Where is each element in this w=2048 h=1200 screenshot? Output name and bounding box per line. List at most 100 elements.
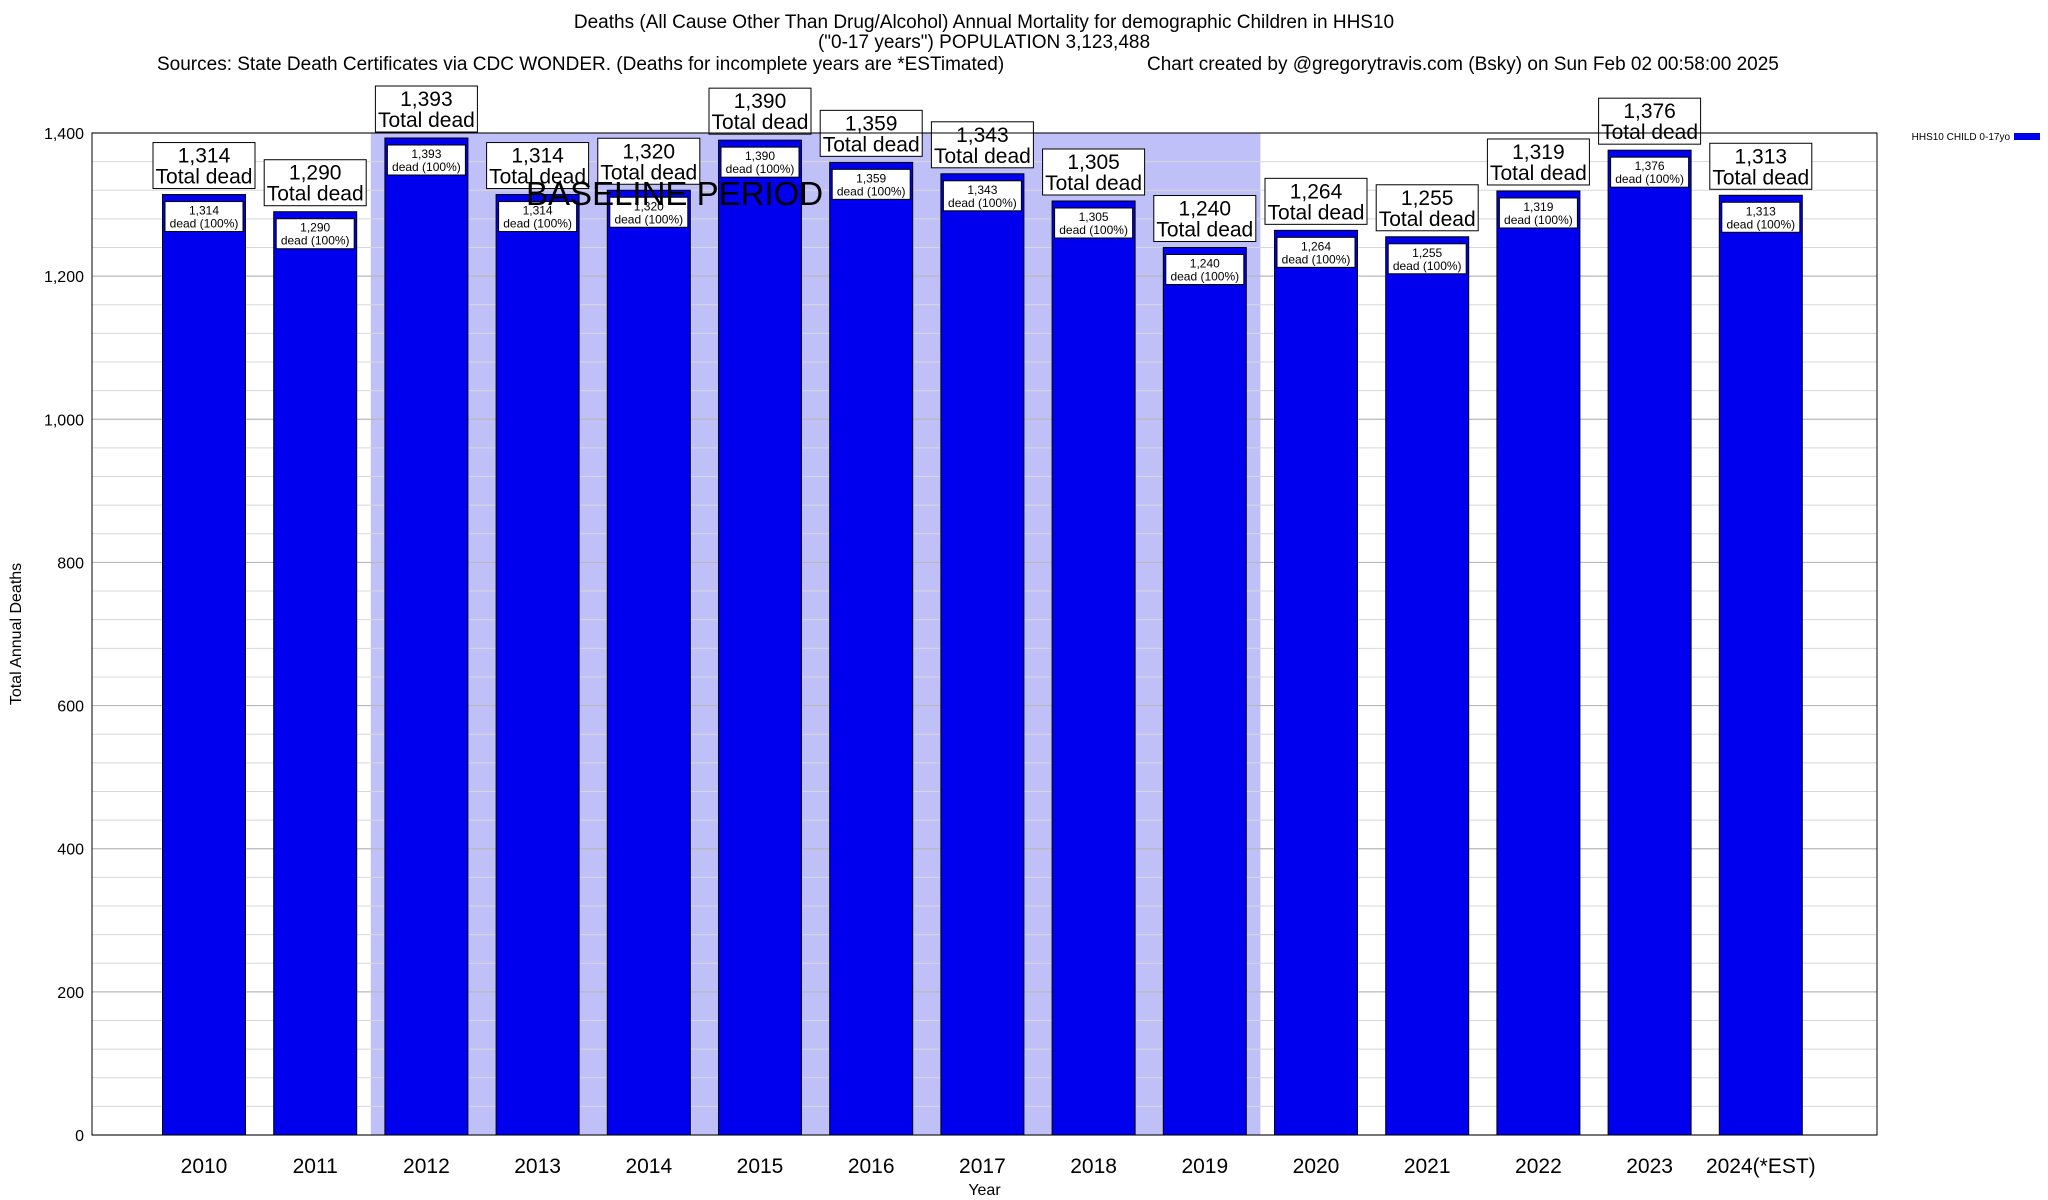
total-label-box bbox=[152, 142, 256, 190]
x-tick-label: 2015 bbox=[737, 1155, 784, 1178]
inner-value-label: 1,240 bbox=[1190, 257, 1220, 271]
total-label-box bbox=[1042, 148, 1146, 196]
x-tick-label: 2016 bbox=[848, 1155, 895, 1178]
inner-percent-label: dead (100%) bbox=[837, 184, 906, 198]
inner-percent-label: dead (100%) bbox=[170, 217, 239, 231]
inner-label-box bbox=[1276, 236, 1356, 268]
inner-percent-label: dead (100%) bbox=[392, 160, 461, 174]
y-tick-label: 1,000 bbox=[44, 412, 84, 429]
total-value-label: 1,313 bbox=[1735, 145, 1788, 168]
inner-percent-label: dead (100%) bbox=[948, 196, 1017, 210]
inner-value-label: 1,320 bbox=[634, 199, 664, 213]
inner-value-label: 1,314 bbox=[523, 204, 553, 218]
total-suffix-label: Total dead bbox=[267, 183, 364, 206]
total-value-label: 1,305 bbox=[1067, 151, 1120, 174]
total-label-box bbox=[486, 142, 590, 190]
x-tick-label: 2022 bbox=[1515, 1155, 1562, 1178]
y-axis-title: Total Annual Deaths bbox=[8, 563, 25, 705]
total-value-label: 1,314 bbox=[178, 145, 231, 168]
inner-value-label: 1,255 bbox=[1412, 246, 1442, 260]
x-tick-label: 2019 bbox=[1181, 1155, 1228, 1178]
inner-label-box bbox=[164, 201, 244, 233]
inner-percent-label: dead (100%) bbox=[1059, 223, 1128, 237]
inner-label-box bbox=[942, 180, 1022, 212]
legend-label: HHS10 CHILD 0-17yo bbox=[1912, 132, 2011, 143]
baseline-period-label: BASELINE PERIOD bbox=[526, 175, 823, 212]
x-tick-label: 2021 bbox=[1404, 1155, 1451, 1178]
chart-title: Deaths (All Cause Other Than Drug/Alcoho… bbox=[573, 12, 1395, 33]
x-tick-label: 2011 bbox=[293, 1155, 338, 1178]
inner-percent-label: dead (100%) bbox=[1170, 270, 1239, 284]
total-suffix-label: Total dead bbox=[1379, 208, 1476, 231]
y-tick-label: 800 bbox=[57, 555, 84, 572]
total-suffix-label: Total dead bbox=[489, 166, 586, 189]
x-tick-label: 2023 bbox=[1626, 1155, 1673, 1178]
inner-percent-label: dead (100%) bbox=[1282, 252, 1351, 266]
total-suffix-label: Total dead bbox=[378, 109, 475, 132]
inner-label-box bbox=[1610, 156, 1690, 188]
inner-value-label: 1,264 bbox=[1301, 239, 1331, 253]
total-label-box bbox=[1153, 195, 1257, 243]
total-suffix-label: Total dead bbox=[934, 145, 1031, 168]
x-tick-label: 2010 bbox=[181, 1155, 228, 1178]
inner-value-label: 1,290 bbox=[300, 221, 330, 235]
y-tick-label: 1,400 bbox=[44, 126, 84, 143]
total-suffix-label: Total dead bbox=[1045, 172, 1142, 195]
total-value-label: 1,264 bbox=[1290, 180, 1343, 203]
y-tick-label: 400 bbox=[57, 842, 84, 859]
total-label-box bbox=[1709, 142, 1813, 190]
x-tick-label: 2014 bbox=[625, 1155, 672, 1178]
bar bbox=[1607, 149, 1692, 1136]
total-label-box bbox=[1598, 97, 1702, 145]
total-suffix-label: Total dead bbox=[1490, 162, 1587, 185]
y-tick-label: 1,200 bbox=[44, 269, 84, 286]
total-value-label: 1,320 bbox=[623, 140, 676, 163]
total-label-box bbox=[1486, 138, 1590, 186]
inner-percent-label: dead (100%) bbox=[281, 234, 350, 248]
y-tick-label: 0 bbox=[75, 1128, 84, 1145]
bar bbox=[1051, 200, 1136, 1136]
total-value-label: 1,290 bbox=[289, 162, 342, 185]
bar bbox=[1162, 247, 1247, 1136]
total-label-box bbox=[930, 121, 1034, 169]
x-tick-label: 2013 bbox=[514, 1155, 561, 1178]
bar bbox=[495, 194, 580, 1136]
total-suffix-label: Total dead bbox=[1712, 166, 1809, 189]
total-value-label: 1,359 bbox=[845, 112, 898, 135]
inner-label-box bbox=[1498, 197, 1578, 229]
total-label-box bbox=[263, 159, 367, 207]
bar bbox=[1496, 190, 1581, 1136]
inner-label-box bbox=[1387, 243, 1467, 275]
x-tick-label: 2012 bbox=[403, 1155, 450, 1178]
bar bbox=[606, 189, 691, 1136]
inner-label-box bbox=[831, 168, 911, 200]
plot-frame bbox=[91, 132, 1878, 1136]
total-value-label: 1,376 bbox=[1623, 100, 1676, 123]
bar bbox=[718, 139, 802, 1136]
total-value-label: 1,240 bbox=[1179, 198, 1232, 221]
bar bbox=[1718, 194, 1803, 1136]
inner-label-box bbox=[1165, 254, 1245, 286]
inner-label-box bbox=[275, 218, 355, 250]
total-value-label: 1,314 bbox=[511, 145, 564, 168]
legend-swatch bbox=[2014, 133, 2040, 140]
total-suffix-label: Total dead bbox=[823, 133, 920, 156]
inner-label-box bbox=[498, 201, 578, 233]
inner-label-box bbox=[609, 196, 689, 228]
bar bbox=[162, 194, 246, 1136]
inner-label-box bbox=[720, 146, 800, 178]
inner-label-box bbox=[1721, 201, 1801, 233]
inner-value-label: 1,376 bbox=[1635, 159, 1665, 173]
y-tick-label: 600 bbox=[57, 699, 84, 716]
inner-percent-label: dead (100%) bbox=[1615, 172, 1684, 186]
total-label-box bbox=[708, 87, 812, 135]
total-label-box bbox=[597, 137, 701, 185]
inner-value-label: 1,305 bbox=[1079, 210, 1109, 224]
total-label-box bbox=[374, 85, 478, 133]
inner-percent-label: dead (100%) bbox=[614, 212, 683, 226]
inner-value-label: 1,313 bbox=[1746, 204, 1776, 218]
inner-label-box bbox=[1054, 207, 1134, 239]
x-tick-label: 2024(*EST) bbox=[1706, 1155, 1816, 1178]
bar bbox=[940, 173, 1025, 1136]
inner-value-label: 1,359 bbox=[856, 171, 886, 185]
